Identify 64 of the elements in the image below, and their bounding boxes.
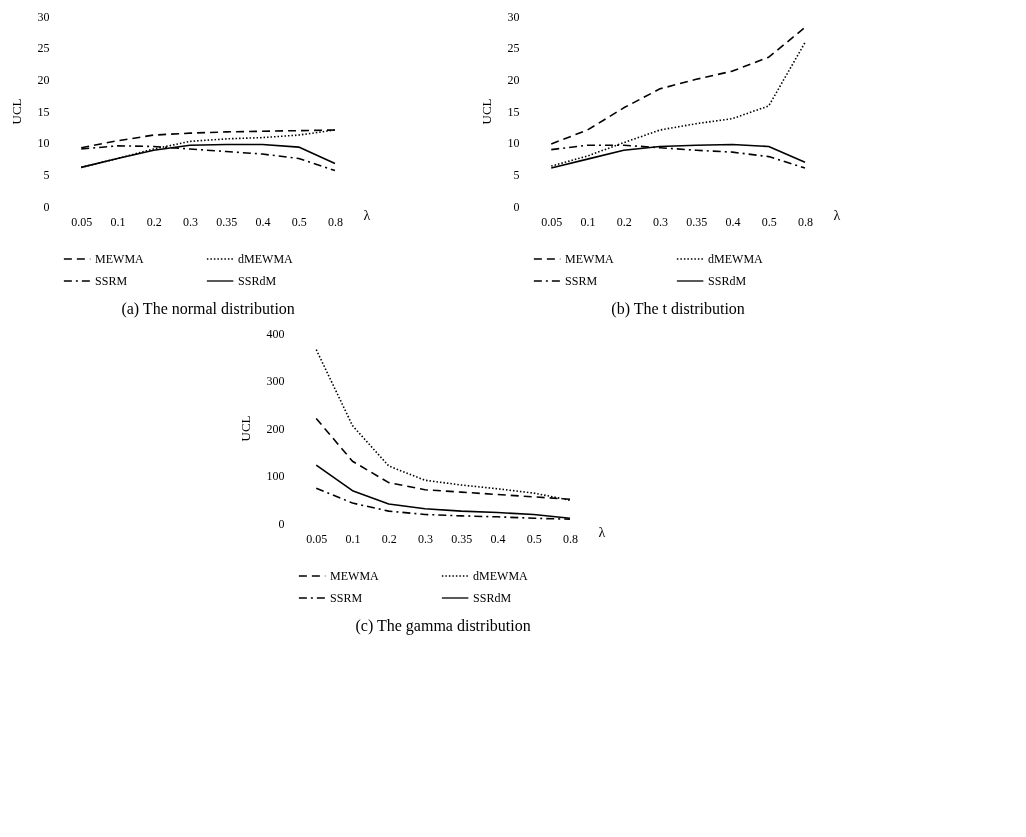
legend-label: dMEWMA (708, 252, 764, 266)
legend-label: SSRdM (473, 591, 512, 605)
y-tick-label: 25 (37, 41, 50, 56)
text: (c) The gamma distribution (355, 617, 531, 635)
x-tick-label: 0.4 (725, 214, 741, 229)
legend-label: dMEWMA (238, 252, 294, 266)
legend-label: MEWMA (565, 252, 615, 266)
y-tick-label: 0 (513, 199, 520, 214)
y-tick-label: 0 (43, 199, 50, 214)
y-axis-title: UCL (8, 98, 24, 125)
x-tick-label: 0.4 (490, 531, 506, 546)
y-tick-label: 25 (507, 41, 520, 56)
x-tick-label: 0.3 (652, 214, 668, 229)
y-tick-label: 0 (278, 516, 285, 531)
x-tick-label: 0.05 (541, 214, 563, 229)
x-tick-label: 0.1 (580, 214, 596, 229)
x-axis-title: λ (833, 207, 841, 223)
x-tick-label: 0.05 (71, 214, 93, 229)
x-tick-label: 0.5 (291, 214, 307, 229)
x-tick-label: 0.8 (562, 531, 578, 546)
y-tick-label: 5 (43, 167, 50, 182)
y-tick-label: 5 (513, 167, 520, 182)
text: (a) The normal distribution (121, 300, 295, 318)
x-tick-label: 0.35 (686, 214, 708, 229)
x-tick-label: 0.2 (616, 214, 632, 229)
legend-label: SSRM (95, 274, 128, 288)
x-axis-title: λ (598, 524, 606, 540)
y-tick-label: 15 (37, 104, 50, 119)
x-tick-label: 0.4 (255, 214, 271, 229)
x-tick-label: 0.5 (526, 531, 542, 546)
text: (b) The t distribution (611, 300, 745, 318)
y-tick-label: 10 (507, 136, 520, 151)
x-tick-label: 0.8 (327, 214, 343, 229)
y-tick-label: 30 (37, 9, 50, 24)
y-tick-label: 10 (37, 136, 50, 151)
x-tick-label: 0.35 (451, 531, 473, 546)
y-tick-label: 20 (507, 72, 520, 87)
y-tick-label: 100 (266, 469, 285, 483)
y-tick-label: 30 (507, 9, 520, 24)
x-tick-label: 0.35 (216, 214, 238, 229)
x-tick-label: 0.1 (345, 531, 361, 546)
y-tick-label: 400 (266, 326, 285, 341)
legend-label: SSRM (330, 591, 363, 605)
y-tick-label: 300 (266, 374, 285, 388)
legend-label: MEWMA (95, 252, 145, 266)
x-tick-label: 0.5 (761, 214, 777, 229)
x-tick-label: 0.3 (417, 531, 433, 546)
legend-label: SSRdM (708, 274, 747, 288)
y-axis-title: UCL (237, 415, 253, 442)
x-axis-title: λ (363, 207, 371, 223)
x-tick-label: 0.05 (306, 531, 328, 546)
y-tick-label: 200 (266, 421, 285, 436)
y-axis-title: UCL (478, 98, 494, 125)
y-tick-label: 20 (37, 72, 50, 87)
x-tick-label: 0.2 (381, 531, 397, 546)
x-tick-label: 0.8 (797, 214, 813, 229)
x-tick-label: 0.2 (146, 214, 162, 229)
legend-label: dMEWMA (473, 569, 529, 583)
legend-label: SSRM (565, 274, 598, 288)
legend-label: MEWMA (330, 569, 380, 583)
y-tick-label: 15 (507, 104, 520, 119)
x-tick-label: 0.1 (110, 214, 126, 229)
x-tick-label: 0.3 (182, 214, 198, 229)
legend-label: SSRdM (238, 274, 277, 288)
